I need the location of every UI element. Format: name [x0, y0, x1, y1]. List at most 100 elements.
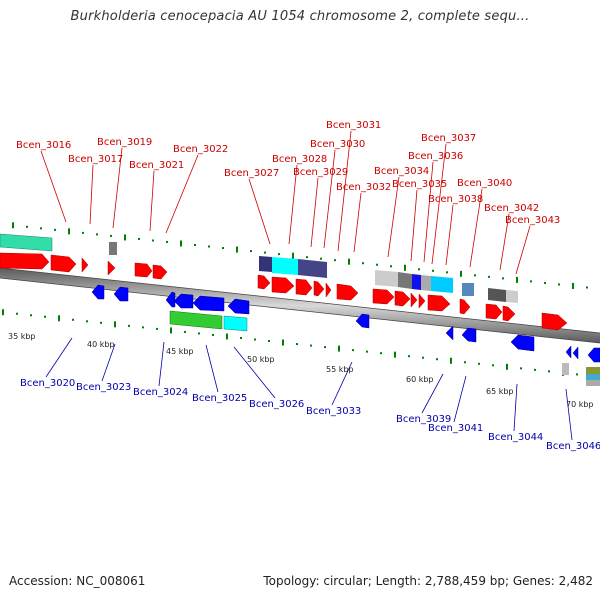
leader-line	[165, 154, 199, 234]
forward-gene-label: Bcen_3042	[484, 203, 539, 271]
leader-line	[89, 164, 94, 225]
scale-tick	[2, 309, 4, 316]
scale-tick	[240, 337, 242, 339]
scale-tick	[194, 244, 196, 247]
lower-scale-dots	[2, 309, 592, 377]
gene-arrow	[572, 346, 579, 360]
leader-line	[331, 361, 353, 406]
reverse-gene-label: Bcen_3039	[396, 373, 451, 425]
forward-gene-label: Bcen_3022	[165, 144, 228, 234]
leader-line	[499, 213, 510, 271]
gene-label-text: Bcen_3027	[224, 168, 279, 179]
forward-gene-label: Bcen_3034	[374, 166, 429, 258]
gene-arrow	[459, 298, 471, 315]
leader-line	[323, 149, 336, 249]
leader-line	[565, 388, 573, 441]
scale-tick	[516, 276, 518, 283]
forward-gene-label: Bcen_3021	[129, 160, 184, 232]
genome-summary-text: Topology: circular; Length: 2,788,459 bp…	[263, 574, 593, 588]
forward-gene-label: Bcen_3037	[421, 133, 476, 265]
scale-tick	[436, 358, 438, 361]
gene-arrow	[418, 293, 426, 309]
kbp-scale-labels: 35 kbp 40 kbp 45 kbp 50 kbp 55 kbp 60 kbp 65 k…	[8, 332, 594, 409]
gene-arrow	[227, 298, 250, 315]
scale-tick	[492, 364, 494, 367]
scale-tick	[114, 321, 116, 328]
accession-text: Accession: NC_008061	[9, 574, 146, 588]
reverse-gene-label: Bcen_3026	[233, 346, 304, 410]
scale-tick	[44, 315, 46, 318]
scale-tick	[460, 270, 462, 277]
scale-tick	[198, 332, 200, 335]
scale-tick	[352, 349, 354, 352]
gene-label-text: Bcen_3036	[408, 151, 463, 162]
gene-arrow	[91, 284, 105, 300]
gene-arrow	[565, 345, 572, 359]
scale-tick	[58, 315, 60, 322]
scale-tick	[208, 245, 210, 248]
gene-label-text: Bcen_3038	[428, 194, 483, 205]
kbp-tick-label: 60 kbp	[406, 375, 434, 384]
leader-line	[205, 344, 219, 393]
gene-label-text: Bcen_3029	[293, 167, 348, 178]
gene-arrow	[394, 290, 411, 307]
scale-tick	[82, 231, 84, 234]
scale-tick	[222, 247, 224, 250]
scale-tick	[530, 280, 532, 283]
gene-arrow	[134, 262, 153, 278]
scale-tick	[254, 338, 256, 341]
reverse-gene-label: Bcen_3044	[488, 383, 543, 443]
gene-arrow	[510, 334, 535, 352]
scale-tick	[366, 350, 368, 353]
scale-tick	[362, 262, 364, 265]
forward-gene-label: Bcen_3017	[68, 154, 123, 225]
scale-tick	[408, 355, 410, 358]
leader-line	[310, 177, 319, 248]
leader-line	[513, 383, 518, 432]
gene-arrow	[173, 293, 194, 309]
forward-gene-label: Bcen_3028	[272, 154, 327, 245]
scale-tick	[534, 368, 536, 371]
forward-gene-label: Bcen_3031	[326, 120, 381, 252]
gene-arrow	[461, 327, 477, 343]
kbp-tick-label: 70 kbp	[566, 400, 594, 409]
reverse-gene-label: Bcen_3025	[192, 344, 247, 404]
scale-tick	[320, 257, 322, 260]
scale-tick	[520, 367, 522, 370]
scale-tick	[30, 314, 32, 317]
scale-tick	[278, 253, 280, 256]
gene-arrow	[152, 264, 168, 280]
scale-tick	[338, 345, 340, 352]
gene-arrow	[485, 303, 503, 320]
gene-label-text: Bcen_3041	[428, 423, 483, 434]
gene-label-text: Bcen_3028	[272, 154, 327, 165]
leader-line	[453, 375, 467, 423]
forward-gene-label: Bcen_3029	[293, 167, 348, 248]
forward-genes	[0, 252, 568, 331]
leader-line	[149, 170, 155, 232]
gene-label-text: Bcen_3020	[20, 378, 75, 389]
scale-tick	[264, 251, 266, 254]
scale-tick	[68, 228, 70, 235]
kbp-tick-label: 45 kbp	[166, 347, 194, 356]
gene-arrow	[0, 252, 50, 270]
leader-line	[158, 341, 165, 387]
leader-line	[469, 188, 483, 268]
kbp-tick-label: 50 kbp	[247, 355, 275, 364]
scale-tick	[296, 343, 298, 346]
gene-label-text: Bcen_3025	[192, 393, 247, 404]
gene-label-text: Bcen_3023	[76, 382, 131, 393]
gene-label-text: Bcen_3030	[310, 139, 365, 150]
scale-tick	[572, 282, 574, 289]
gene-label-text: Bcen_3042	[484, 203, 539, 214]
forward-gene-label: Bcen_3036	[408, 151, 463, 263]
gene-label-text: Bcen_3022	[173, 144, 228, 155]
leader-line	[248, 178, 271, 245]
gene-label-text: Bcen_3016	[16, 140, 71, 151]
reverse-gene-label: Bcen_3024	[133, 341, 188, 398]
gene-arrow	[336, 283, 359, 301]
gene-label-text: Bcen_3044	[488, 432, 543, 443]
kbp-tick-label: 65 kbp	[486, 387, 514, 396]
gene-label-text: Bcen_3037	[421, 133, 476, 144]
